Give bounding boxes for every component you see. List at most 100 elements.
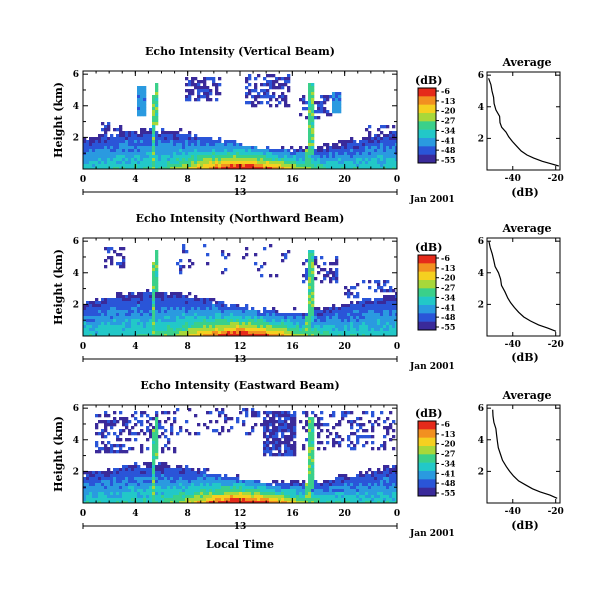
heatmap-cell — [275, 77, 279, 81]
heatmap-cell — [152, 143, 156, 147]
heatmap-cell — [119, 167, 123, 169]
heatmap-cell — [332, 164, 336, 168]
heatmap-cell — [119, 134, 123, 138]
heatmap-cell — [332, 161, 336, 165]
heatmap-cell — [392, 334, 396, 336]
heatmap-cell — [380, 161, 384, 165]
heatmap-cell — [215, 429, 219, 433]
heatmap-cell — [194, 501, 198, 503]
heatmap-cell — [209, 313, 213, 317]
heatmap-cell — [197, 143, 201, 147]
heatmap-cell — [266, 495, 270, 499]
heatmap-cell — [377, 128, 381, 132]
heatmap-cell — [311, 104, 315, 108]
heatmap-cell — [392, 301, 396, 305]
heatmap-cell — [302, 322, 306, 326]
heatmap-cell — [389, 158, 393, 162]
heatmap-cell — [356, 292, 360, 296]
heatmap-cell — [158, 155, 162, 159]
heatmap-cell — [383, 152, 387, 156]
heatmap-cell — [281, 426, 285, 430]
heatmap-cell — [386, 489, 390, 493]
heatmap-cell — [239, 313, 243, 317]
heatmap-cell — [272, 74, 276, 78]
heatmap-cell — [191, 498, 195, 502]
heatmap-cell — [263, 319, 267, 323]
heatmap-cell — [245, 310, 249, 314]
heatmap-cell — [128, 146, 132, 150]
heatmap-cell — [149, 149, 153, 153]
heatmap-cell — [386, 143, 390, 147]
heatmap-cell — [167, 447, 171, 451]
heatmap-cell — [209, 167, 213, 169]
heatmap-cell — [290, 426, 294, 430]
heatmap-cell — [92, 319, 96, 323]
heatmap-cell — [308, 426, 312, 430]
heatmap-cell — [152, 417, 156, 421]
heatmap-cell — [188, 155, 192, 159]
heatmap-cell — [299, 98, 303, 102]
heatmap-cell — [137, 101, 141, 105]
heatmap-cell — [137, 322, 141, 326]
heatmap-cell — [233, 152, 237, 156]
heatmap-cell — [203, 319, 207, 323]
heatmap-cell — [356, 310, 360, 314]
heatmap-cell — [206, 468, 210, 472]
heatmap-cell — [371, 486, 375, 490]
heatmap-cell — [143, 319, 147, 323]
heatmap-cell — [389, 328, 393, 332]
heatmap-cell — [140, 420, 144, 424]
heatmap-cell — [320, 411, 324, 415]
heatmap-cell — [212, 480, 216, 484]
heatmap-cell — [278, 444, 282, 448]
heatmap-cell — [278, 83, 282, 87]
heatmap-cell — [365, 429, 369, 433]
heatmap-cell — [323, 152, 327, 156]
heatmap-cell — [353, 498, 357, 502]
heatmap-cell — [392, 140, 396, 144]
heatmap-cell — [101, 164, 105, 168]
heatmap-cell — [305, 161, 309, 165]
heatmap-cell — [290, 158, 294, 162]
heatmap-cell — [350, 158, 354, 162]
heatmap-cell — [161, 298, 165, 302]
heatmap-cell — [317, 426, 321, 430]
heatmap-cell — [227, 146, 231, 150]
heatmap-cell — [155, 265, 159, 269]
heatmap-cell — [86, 331, 90, 335]
heatmap-cell — [359, 423, 363, 427]
heatmap-cell — [218, 313, 222, 317]
heatmap-cell — [83, 471, 87, 475]
heatmap-cell — [170, 468, 174, 472]
heatmap-cell — [146, 140, 150, 144]
heatmap-cell — [155, 292, 159, 296]
heatmap-cell — [143, 471, 147, 475]
heatmap-cell — [281, 319, 285, 323]
heatmap-cell — [233, 164, 237, 168]
heatmap-cell — [245, 146, 249, 150]
heatmap-cell — [128, 319, 132, 323]
heatmap-cell — [314, 334, 318, 336]
heatmap-cell — [395, 465, 397, 469]
heatmap-cell — [221, 152, 225, 156]
heatmap-cell — [197, 468, 201, 472]
heatmap-cell — [170, 486, 174, 490]
heatmap-cell — [269, 149, 273, 153]
heatmap-cell — [344, 492, 348, 496]
heatmap-cell — [239, 322, 243, 326]
heatmap-cell — [119, 492, 123, 496]
heatmap-cell — [392, 468, 396, 472]
heatmap-cell — [230, 164, 234, 168]
heatmap-cell — [329, 167, 333, 169]
heatmap-cell — [347, 480, 351, 484]
heatmap-cell — [266, 423, 270, 427]
heatmap-cell — [152, 313, 156, 317]
heatmap-cell — [110, 426, 114, 430]
heatmap-cell — [197, 325, 201, 329]
heatmap-cell — [242, 310, 246, 314]
heatmap-cell — [173, 477, 177, 481]
heatmap-cell — [131, 426, 135, 430]
heatmap-cell — [173, 474, 177, 478]
heatmap-cell — [317, 423, 321, 427]
heatmap-cell — [104, 480, 108, 484]
